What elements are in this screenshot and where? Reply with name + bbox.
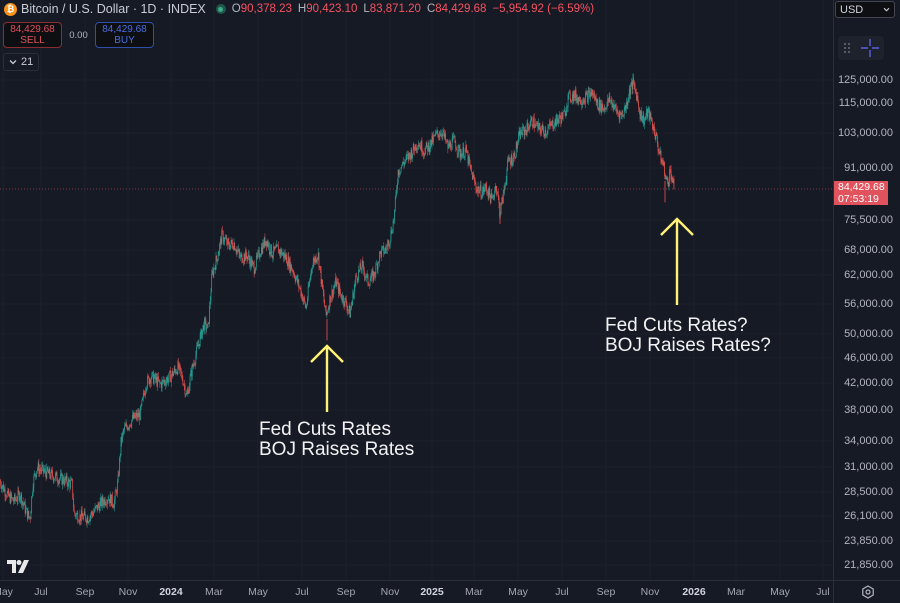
price-axis-label: 46,000.00 xyxy=(844,352,893,364)
ohlc-close: C84,429.68 xyxy=(427,3,486,15)
time-axis-label: Nov xyxy=(119,586,138,598)
time-axis-label: May xyxy=(0,586,13,598)
chevron-down-icon xyxy=(9,59,17,65)
time-axis-label: Nov xyxy=(381,586,400,598)
price-axis[interactable]: 125,000.00 115,000.00 103,000.00 91,000.00 7… xyxy=(833,0,900,580)
currency-value: USD xyxy=(840,4,863,16)
time-axis-label: 2025 xyxy=(420,586,443,598)
ohlc-high: H90,423.10 xyxy=(298,3,357,15)
price-axis-label: 125,000.00 xyxy=(838,74,893,86)
sell-price: 84,429.68 xyxy=(10,24,55,35)
trade-panel: 84,429.68 SELL 0.00 84,429.68 BUY xyxy=(3,22,154,48)
price-axis-label: 31,000.00 xyxy=(844,461,893,473)
currency-select[interactable]: USD xyxy=(835,1,895,18)
time-axis-label: Sep xyxy=(597,586,616,598)
tradingview-logo[interactable] xyxy=(7,560,29,578)
time-axis-label: Mar xyxy=(727,586,745,598)
annotation-text: Fed Cuts Rates?BOJ Raises Rates? xyxy=(605,316,771,356)
time-axis-label: May xyxy=(248,586,268,598)
time-axis-label: Nov xyxy=(641,586,660,598)
symbol-title[interactable]: Bitcoin / U.S. Dollar · 1D · INDEX xyxy=(21,2,206,16)
price-axis-label: 91,000.00 xyxy=(844,162,893,174)
sell-button[interactable]: 84,429.68 SELL xyxy=(3,22,62,48)
bitcoin-icon: ₿ xyxy=(4,3,17,16)
time-axis-label: Jul xyxy=(816,586,829,598)
price-axis-label: 23,850.00 xyxy=(844,535,893,547)
price-axis-label: 56,000.00 xyxy=(844,298,893,310)
chevron-down-icon xyxy=(883,7,890,12)
price-axis-label: 75,500.00 xyxy=(844,214,893,226)
price-axis-label: 68,000.00 xyxy=(844,244,893,256)
time-axis-label: 2026 xyxy=(682,586,705,598)
ohlc-low: L83,871.20 xyxy=(363,3,421,15)
price-axis-label: 28,500.00 xyxy=(844,486,893,498)
price-axis-label: 62,000.00 xyxy=(844,269,893,281)
candlestick-plot[interactable] xyxy=(0,0,833,580)
indicators-toggle-button[interactable]: 21 xyxy=(3,53,39,71)
price-axis-label: 103,000.00 xyxy=(838,127,893,139)
tradingview-logo-icon xyxy=(7,560,29,573)
indicators-count: 21 xyxy=(21,56,33,68)
annotation-line: BOJ Raises Rates? xyxy=(605,336,771,356)
price-axis-label: 115,000.00 xyxy=(839,97,893,109)
axis-settings-button[interactable] xyxy=(833,580,900,603)
time-axis-label: Jul xyxy=(555,586,568,598)
time-axis-label: Jul xyxy=(34,586,47,598)
settings-icon xyxy=(861,585,875,599)
sell-label: SELL xyxy=(20,35,44,46)
spread-value: 0.00 xyxy=(62,30,95,41)
time-axis-label: Mar xyxy=(465,586,483,598)
time-axis-label: Mar xyxy=(205,586,223,598)
time-axis-label: May xyxy=(770,586,790,598)
last-price: 84,429.68 xyxy=(838,181,888,193)
market-status-icon xyxy=(216,4,226,14)
time-axis-label: Sep xyxy=(76,586,95,598)
bar-countdown: 07:53:19 xyxy=(838,193,888,205)
ohlc-open: O90,378.23 xyxy=(232,3,292,15)
price-axis-label: 50,000.00 xyxy=(844,328,893,340)
price-axis-label: 38,000.00 xyxy=(844,404,893,416)
price-axis-label: 34,000.00 xyxy=(844,435,893,447)
price-axis-label: 21,850.00 xyxy=(844,559,893,571)
crosshair-widget[interactable] xyxy=(838,36,884,60)
annotation-line: Fed Cuts Rates xyxy=(259,420,414,440)
time-axis-label: Jul xyxy=(295,586,308,598)
time-axis-label: 2024 xyxy=(159,586,182,598)
time-axis-label: Sep xyxy=(337,586,356,598)
ohlc-change: −5,954.92 (−6.59%) xyxy=(492,3,594,15)
crosshair-icon[interactable] xyxy=(860,38,880,58)
last-price-tag: 84,429.68 07:53:19 xyxy=(834,181,888,205)
symbol-header: ₿ Bitcoin / U.S. Dollar · 1D · INDEX O90… xyxy=(4,2,600,16)
annotation-line: BOJ Raises Rates xyxy=(259,440,414,460)
time-axis-label: May xyxy=(508,586,528,598)
time-axis[interactable]: May Jul Sep Nov 2024 Mar May Jul Sep Nov 2025 Mar Ma… xyxy=(0,580,833,603)
chart-area[interactable] xyxy=(0,0,833,580)
buy-price: 84,429.68 xyxy=(102,24,147,35)
buy-label: BUY xyxy=(114,35,135,46)
drag-handle-icon[interactable] xyxy=(843,42,851,54)
price-axis-label: 26,100.00 xyxy=(844,510,893,522)
buy-button[interactable]: 84,429.68 BUY xyxy=(95,22,154,48)
price-axis-label: 42,000.00 xyxy=(844,377,893,389)
annotation-line: Fed Cuts Rates? xyxy=(605,316,771,336)
